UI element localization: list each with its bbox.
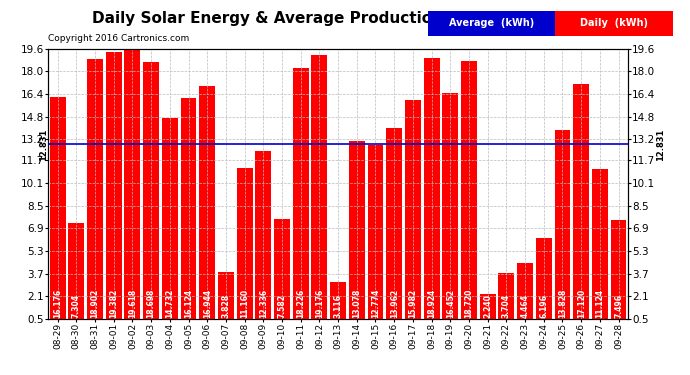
Text: 16.124: 16.124 <box>184 289 193 318</box>
Text: 19.176: 19.176 <box>315 289 324 318</box>
Text: 16.176: 16.176 <box>53 289 62 318</box>
Bar <box>255 152 271 326</box>
Text: 14.732: 14.732 <box>166 289 175 318</box>
Text: 13.828: 13.828 <box>558 289 567 318</box>
Bar <box>498 273 514 326</box>
Text: 11.124: 11.124 <box>595 289 604 318</box>
Bar <box>405 100 421 326</box>
Bar <box>442 93 458 326</box>
Text: 16.944: 16.944 <box>203 289 212 318</box>
Bar <box>517 263 533 326</box>
Text: 18.226: 18.226 <box>296 289 305 318</box>
Text: Average  (kWh): Average (kWh) <box>449 18 534 28</box>
Text: 13.078: 13.078 <box>353 289 362 318</box>
Bar <box>181 98 197 326</box>
Bar <box>237 168 253 326</box>
Bar <box>199 86 215 326</box>
Bar <box>349 141 365 326</box>
Bar <box>330 282 346 326</box>
Text: 6.196: 6.196 <box>540 294 549 318</box>
Text: 13.962: 13.962 <box>390 289 399 318</box>
Bar <box>536 238 552 326</box>
Text: 18.902: 18.902 <box>90 289 99 318</box>
Text: 7.496: 7.496 <box>614 294 623 318</box>
Text: 2.240: 2.240 <box>483 294 492 318</box>
Bar <box>218 272 234 326</box>
Text: 16.452: 16.452 <box>446 289 455 318</box>
Bar <box>386 129 402 326</box>
Bar <box>50 97 66 326</box>
Text: 12.831: 12.831 <box>39 128 48 160</box>
Bar <box>311 55 327 326</box>
Bar <box>274 219 290 326</box>
Bar <box>424 58 440 326</box>
Text: Daily Solar Energy & Average Production Thu Sep 29 18:35: Daily Solar Energy & Average Production … <box>92 11 598 26</box>
Bar <box>461 61 477 326</box>
Bar <box>573 84 589 326</box>
Text: 19.382: 19.382 <box>109 289 118 318</box>
Text: 4.464: 4.464 <box>520 294 529 318</box>
Bar <box>555 130 571 326</box>
Bar <box>68 223 84 326</box>
Text: 3.116: 3.116 <box>333 294 343 318</box>
Bar <box>124 48 140 326</box>
Text: Daily  (kWh): Daily (kWh) <box>580 18 648 28</box>
Text: 7.582: 7.582 <box>277 294 286 318</box>
Text: 12.774: 12.774 <box>371 289 380 318</box>
Bar <box>106 52 121 326</box>
Text: 19.618: 19.618 <box>128 289 137 318</box>
Text: 17.120: 17.120 <box>577 289 586 318</box>
Bar <box>611 220 627 326</box>
Text: 12.831: 12.831 <box>656 128 665 160</box>
Bar <box>162 118 178 326</box>
Text: 18.698: 18.698 <box>147 289 156 318</box>
Text: 18.924: 18.924 <box>427 289 436 318</box>
Text: 12.336: 12.336 <box>259 289 268 318</box>
Text: 3.704: 3.704 <box>502 294 511 318</box>
Text: 11.160: 11.160 <box>240 289 249 318</box>
Text: 7.304: 7.304 <box>72 294 81 318</box>
Bar <box>592 169 608 326</box>
Bar <box>368 145 384 326</box>
Bar <box>293 68 308 326</box>
Text: 18.720: 18.720 <box>464 289 473 318</box>
Bar <box>87 58 103 326</box>
Text: 15.982: 15.982 <box>408 289 417 318</box>
Text: Copyright 2016 Cartronics.com: Copyright 2016 Cartronics.com <box>48 34 190 43</box>
Bar <box>480 294 495 326</box>
Bar <box>144 62 159 326</box>
Text: 3.828: 3.828 <box>221 294 230 318</box>
